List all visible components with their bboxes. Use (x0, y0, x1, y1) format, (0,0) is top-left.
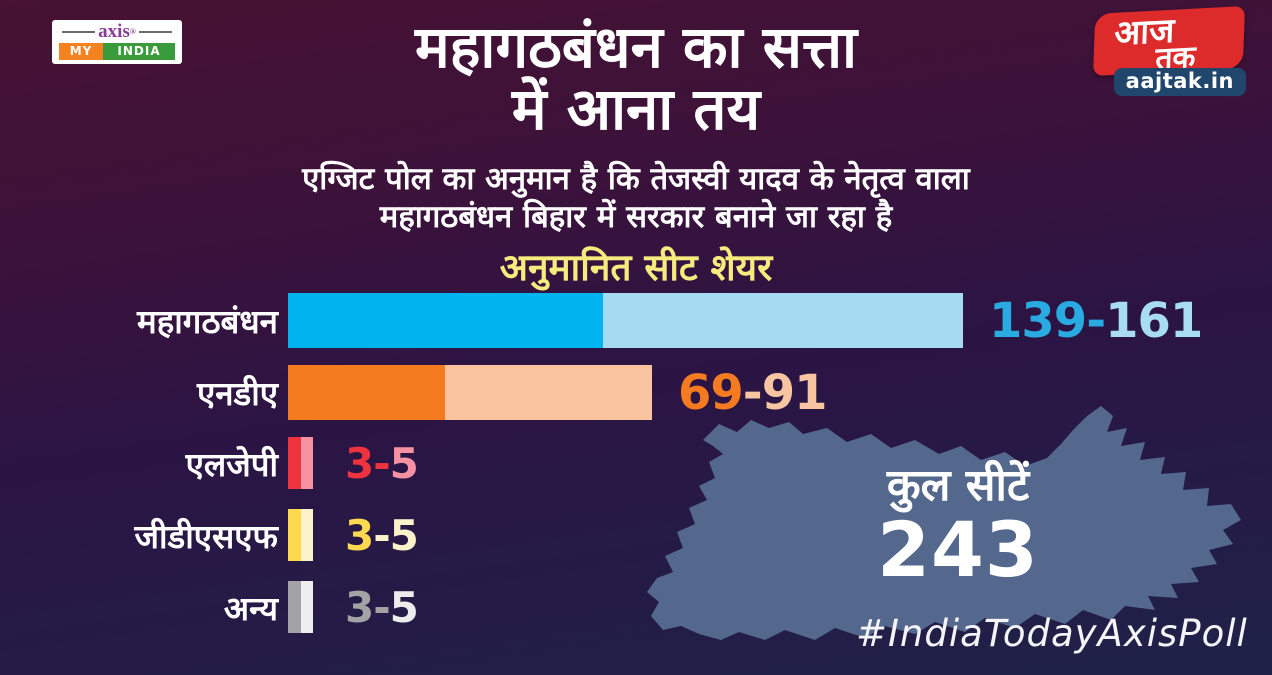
value-high: -5 (373, 510, 419, 560)
row-label: एनडीए (196, 374, 278, 413)
axis-logo-india: INDIA (103, 43, 175, 60)
axis-my-india-logo: axis ® MY INDIA (52, 20, 182, 64)
page-subtitle-line2: महागठबंधन बिहार में सरकार बनाने जा रहा ह… (379, 199, 893, 235)
bar-segment-high (301, 437, 313, 489)
bar-segment-high (301, 509, 313, 561)
page-subtitle-line1: एग्जिट पोल का अनुमान है कि तेजस्वी यादव … (302, 161, 970, 197)
chart-row-nda: एनडीए 69-91 (0, 364, 828, 421)
chart-row-ljp: एलजेपी 3-5 (0, 437, 419, 489)
value-high: 161 (1105, 292, 1203, 349)
page-title-line1: महागठबंधन का सत्ता (414, 13, 858, 81)
value-low: 3 (345, 510, 374, 560)
bar-others (288, 581, 313, 633)
chart-row-mahagathbandhan: महागठबंधन 139-161 (0, 292, 1203, 349)
bar-gdsf (288, 509, 313, 561)
bar-nda (288, 365, 652, 420)
bar-segment-low (288, 365, 445, 420)
row-value: 69-91 (678, 364, 828, 421)
bihar-map-shape (647, 406, 1241, 640)
value-low: 69 (678, 364, 744, 421)
total-seats-label: कुल सीटें (886, 460, 1030, 511)
value-low: 3- (345, 582, 391, 632)
row-label: एलजेपी (185, 444, 278, 484)
page-title-line2: में आना तय (511, 75, 761, 143)
registered-mark-icon: ® (129, 27, 136, 36)
axis-logo-wordmark: axis ® (59, 21, 175, 42)
bar-segment-high (603, 293, 963, 348)
page-subtitle: एग्जिट पोल का अनुमान है कि तेजस्वी यादव … (0, 160, 1272, 236)
row-label: महागठबंधन (136, 302, 278, 341)
page-title: महागठबंधन का सत्ता में आना तय (0, 16, 1272, 140)
bar-segment-low (288, 293, 603, 348)
aajtak-logo: आज तक aajtak.in (1084, 5, 1252, 96)
row-label: अन्य (223, 588, 278, 628)
axis-logo-my: MY (59, 43, 104, 60)
value-high: 5 (389, 582, 419, 632)
axis-logo-bottom: MY INDIA (59, 43, 175, 60)
row-value: 3-5 (345, 510, 419, 560)
row-label: जीडीएसएफ (134, 516, 278, 556)
bar-segment-high (445, 365, 652, 420)
bar-segment-low (288, 581, 301, 633)
chart-row-gdsf: जीडीएसएफ 3-5 (0, 509, 419, 561)
hashtag-text: #IndiaTodayAxisPoll (856, 612, 1248, 655)
value-high: -91 (742, 364, 828, 421)
value-high: 5 (389, 438, 419, 488)
value-low: 139- (989, 292, 1106, 349)
row-value: 3-5 (345, 582, 419, 632)
bar-segment-low (288, 437, 301, 489)
chart-title: अनुमानित सीट शेयर (499, 246, 773, 289)
value-low: 3- (345, 438, 391, 488)
bihar-map-silhouette (647, 406, 1241, 640)
chart-row-others: अन्य 3-5 (0, 581, 419, 633)
aajtak-domain-badge: aajtak.in (1113, 68, 1246, 96)
bar-segment-high (301, 581, 313, 633)
total-seats-block: कुल सीटें 243 (758, 460, 1158, 588)
row-value: 139-161 (989, 292, 1203, 349)
axis-logo-text: axis (98, 21, 130, 42)
bar-ljp (288, 437, 313, 489)
bar-segment-low (288, 509, 301, 561)
total-seats-value: 243 (877, 505, 1039, 594)
bar-mahagathbandhan (288, 293, 963, 348)
row-value: 3-5 (345, 438, 419, 488)
